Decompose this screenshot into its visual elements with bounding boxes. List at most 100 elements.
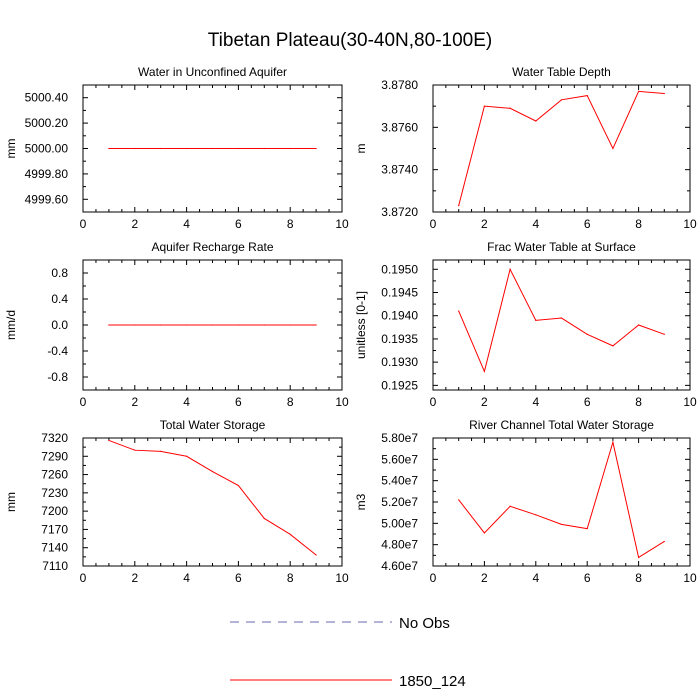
panel-3: Aquifer Recharge Rate mm/d 0 2 4 6 8 10 -0.8 -0.4… (4, 240, 349, 409)
x-tick-label: 6 (584, 217, 591, 231)
data-point (663, 540, 665, 543)
x-tick-label: 10 (335, 217, 349, 231)
y-axis-label: m (354, 144, 368, 154)
data-point (211, 147, 214, 150)
panel-2: Water Table Depth m 0 2 4 6 8 10 3.8720 3.8740 3.8… (354, 65, 697, 231)
data-point (211, 470, 214, 473)
x-tick-label: 4 (532, 395, 539, 409)
x-tick-label: 4 (183, 571, 190, 585)
data-point (483, 105, 485, 107)
data-point (315, 554, 317, 556)
y-tick-label: 7110 (42, 559, 68, 573)
y-tick-label: 0.1930 (381, 355, 418, 369)
x-tick-label: 0 (80, 217, 87, 231)
series-line (108, 439, 317, 556)
y-axis-label: mm (4, 492, 18, 512)
x-tick-label: 10 (683, 571, 697, 585)
x-tick-label: 0 (430, 395, 437, 409)
y-tick-label: 0.0 (51, 318, 68, 332)
data-point (535, 514, 537, 516)
data-point (108, 147, 110, 150)
data-point (560, 523, 563, 526)
plot-frame (432, 259, 691, 391)
x-tick-label: 6 (235, 571, 242, 585)
figure-title: Tibetan Plateau(30-40N,80-100E) (207, 30, 493, 51)
plot-frame (432, 84, 691, 213)
data-point (509, 107, 511, 109)
y-tick-label: 0.4 (51, 292, 68, 306)
y-tick-label: 7230 (41, 486, 68, 500)
data-point (612, 441, 614, 443)
y-tick-label: 5000.40 (25, 91, 69, 105)
y-tick-label: 7290 (41, 449, 68, 463)
data-point (289, 324, 291, 326)
y-tick-label: 7140 (41, 541, 68, 555)
y-tick-label: 5.00e7 (381, 516, 418, 530)
data-point (483, 370, 485, 373)
x-tick-label: 8 (635, 395, 642, 409)
data-point (211, 324, 214, 326)
legend: No Obs 1850_124 (230, 615, 466, 690)
panel-5: Total Water Storage mm 0 2 4 6 8 10 7110 7140 7170… (4, 418, 349, 585)
y-tick-label: 0.1945 (381, 286, 418, 300)
series-line (458, 267, 665, 373)
x-tick-label: 2 (131, 571, 138, 585)
x-tick-label: 4 (532, 217, 539, 231)
data-point (134, 324, 136, 326)
data-point (315, 147, 317, 150)
data-point (186, 147, 188, 150)
y-tick-label: 7260 (41, 468, 68, 482)
data-point (108, 324, 110, 326)
x-tick-label: 2 (131, 395, 138, 409)
y-tick-label: 5.60e7 (381, 452, 418, 466)
y-tick-label: 5.20e7 (381, 495, 418, 509)
data-point (663, 333, 665, 335)
y-tick-label: 4999.60 (25, 192, 69, 206)
data-point (160, 147, 162, 150)
y-axis-label: m3 (354, 493, 368, 510)
plot-frame (82, 437, 343, 567)
y-tick-label: 4999.80 (25, 167, 69, 181)
data-point (108, 439, 110, 442)
data-point (237, 484, 239, 487)
x-tick-label: 10 (683, 217, 697, 231)
x-tick-label: 10 (335, 571, 349, 585)
data-point (237, 147, 239, 150)
x-tick-label: 0 (430, 217, 437, 231)
x-tick-label: 10 (335, 395, 349, 409)
panel-title: Aquifer Recharge Rate (151, 240, 273, 254)
data-point (560, 99, 563, 101)
y-tick-label: 5.80e7 (381, 431, 418, 445)
x-tick-label: 8 (287, 571, 294, 585)
data-point (458, 499, 460, 501)
x-tick-label: 0 (430, 571, 437, 585)
y-tick-label: -0.4 (47, 344, 68, 358)
data-point (289, 533, 291, 535)
y-tick-label: 3.8740 (381, 163, 418, 177)
data-point (612, 147, 614, 150)
data-point (638, 556, 640, 559)
y-tick-label: 0.8 (51, 266, 68, 280)
data-point (560, 317, 563, 319)
data-point (535, 120, 537, 122)
data-point (535, 319, 537, 321)
data-point (315, 324, 317, 326)
x-tick-label: 6 (584, 571, 591, 585)
x-tick-label: 8 (635, 571, 642, 585)
y-tick-label: 3.8720 (381, 205, 418, 219)
y-tick-label: 3.8780 (381, 78, 418, 92)
legend-label: 1850_124 (399, 673, 466, 690)
x-tick-label: 2 (481, 217, 488, 231)
y-tick-label: 7320 (41, 431, 68, 445)
y-tick-label: 5.40e7 (381, 474, 418, 488)
y-axis-label: mm/d (4, 310, 18, 340)
y-tick-label: 7200 (41, 504, 68, 518)
data-point (134, 449, 136, 451)
data-point (263, 517, 265, 520)
data-point (160, 450, 162, 453)
plot-frame (432, 437, 691, 567)
data-point (509, 505, 511, 507)
x-tick-label: 0 (80, 571, 87, 585)
y-tick-label: -0.8 (47, 370, 68, 384)
